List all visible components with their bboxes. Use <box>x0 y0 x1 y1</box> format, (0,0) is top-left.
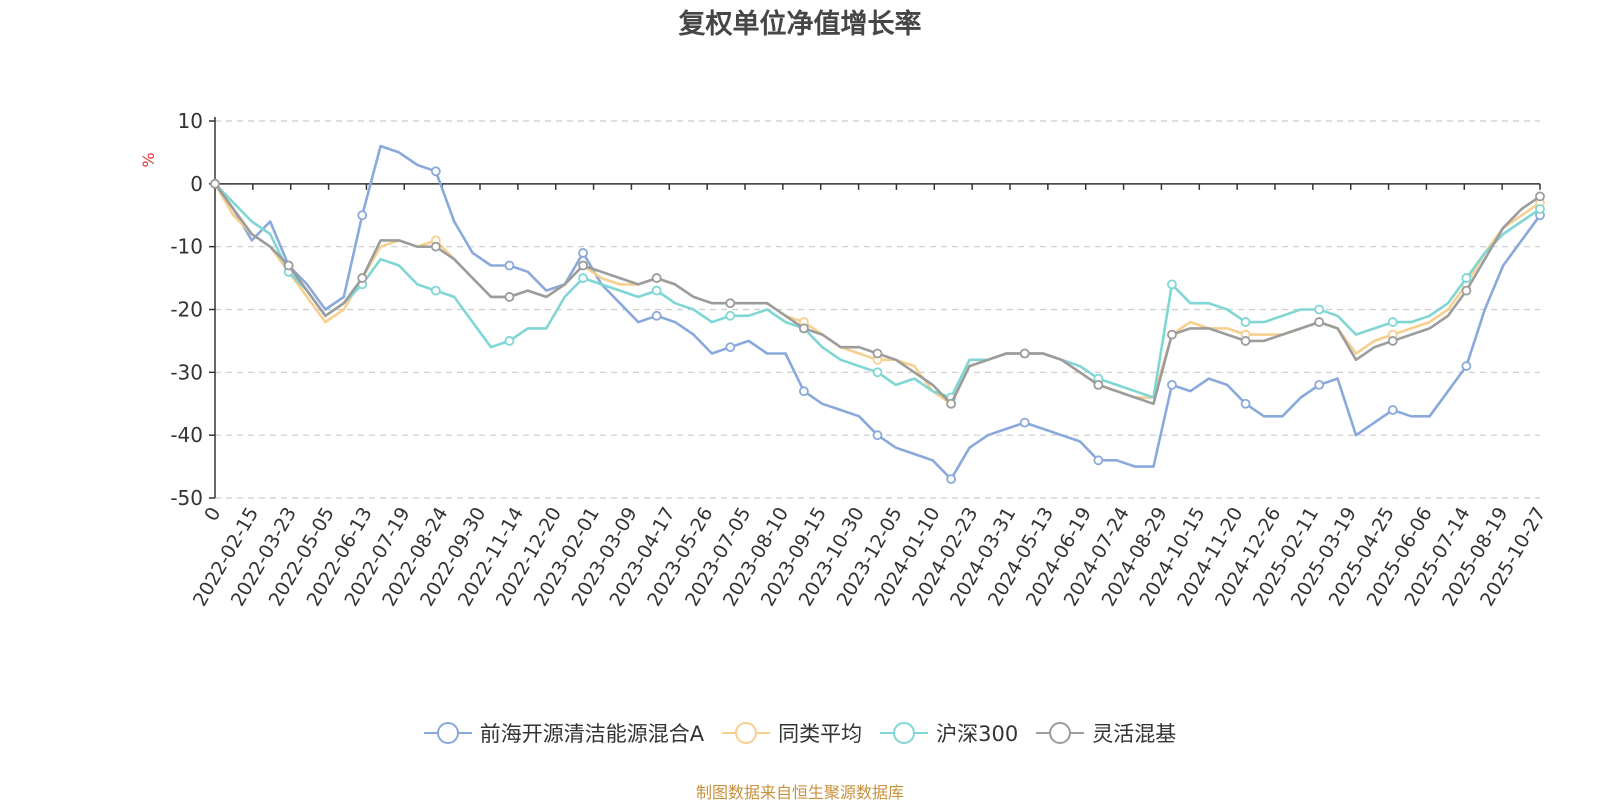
series-0-point-68[interactable] <box>1461 361 1472 371</box>
axis-layer: 100-10-20-30-40-5002022-02-152022-03-232… <box>170 109 1550 610</box>
series-2-point-56[interactable] <box>1240 317 1251 327</box>
series-2-point-28[interactable] <box>725 310 736 321</box>
series-0-point-36[interactable] <box>872 430 883 441</box>
y-axis-unit: % <box>139 152 158 167</box>
legend-item-3[interactable]: 灵活混基 <box>1036 718 1176 748</box>
series-2-point-60[interactable] <box>1314 304 1325 315</box>
series-0-point-16[interactable] <box>504 260 515 271</box>
series-0-point-32[interactable] <box>798 386 809 397</box>
series-3-point-68[interactable] <box>1461 285 1472 296</box>
series-2-point-12[interactable] <box>430 285 441 296</box>
series-2-point-68[interactable] <box>1461 273 1472 283</box>
series-3-point-40[interactable] <box>946 398 957 409</box>
series-0-point-48[interactable] <box>1093 455 1104 466</box>
series-3-point-32[interactable] <box>798 323 809 334</box>
series-2-point-20[interactable] <box>578 273 588 283</box>
series-2-point-72[interactable] <box>1535 204 1545 214</box>
legend-item-2[interactable]: 沪深300 <box>880 718 1018 748</box>
series-3-point-0[interactable] <box>210 178 220 189</box>
series-0-point-52[interactable] <box>1167 379 1177 390</box>
series-3-point-16[interactable] <box>504 292 515 302</box>
series-3-point-8[interactable] <box>357 273 368 283</box>
series-0-point-12[interactable] <box>430 166 441 177</box>
legend-swatch-3 <box>1036 722 1085 744</box>
legend-label-2: 沪深300 <box>936 722 1019 746</box>
series-3-point-24[interactable] <box>651 273 662 283</box>
series-2-point-24[interactable] <box>651 285 662 296</box>
legend-swatch-2 <box>880 722 929 744</box>
series-0-point-60[interactable] <box>1314 379 1325 390</box>
legend-item-0[interactable]: 前海开源清洁能源混合A <box>423 718 705 748</box>
legend-label-0: 前海开源清洁能源混合A <box>479 722 705 746</box>
legend-swatch-1 <box>722 722 771 744</box>
legend-label-3: 灵活混基 <box>1092 722 1177 746</box>
legend: 前海开源清洁能源混合A 同类平均 沪深300 灵活混基 <box>0 718 1600 748</box>
y-tick-label-3: -20 <box>170 298 203 322</box>
series-3-point-44[interactable] <box>1019 348 1030 359</box>
series-2-point-64[interactable] <box>1387 317 1398 327</box>
grid-layer <box>215 120 1540 499</box>
series-3-point-48[interactable] <box>1093 379 1104 390</box>
series-0-point-64[interactable] <box>1387 405 1398 415</box>
chart-title: 复权单位净值增长率 <box>678 9 922 40</box>
series-3-point-4[interactable] <box>283 260 294 271</box>
series-0-point-8[interactable] <box>357 210 368 221</box>
series-0-point-44[interactable] <box>1019 417 1030 428</box>
series-3-point-12[interactable] <box>430 241 441 252</box>
series-2-point-36[interactable] <box>872 367 883 378</box>
series-2-point-52[interactable] <box>1167 279 1177 290</box>
series-3-point-20[interactable] <box>578 260 588 271</box>
series-layer <box>210 144 1545 485</box>
y-tick-label-6: -50 <box>170 486 203 510</box>
series-2-point-16[interactable] <box>504 336 515 346</box>
series-3-point-52[interactable] <box>1167 329 1177 340</box>
series-line-0[interactable] <box>213 144 1542 481</box>
source-footer: 制图数据来自恒生聚源数据库 <box>695 783 904 802</box>
series-0-point-40[interactable] <box>946 474 957 485</box>
legend-swatch-0 <box>423 722 472 744</box>
y-tick-label-5: -40 <box>170 423 203 447</box>
series-line-2[interactable] <box>214 182 1541 399</box>
y-tick-label-1: 0 <box>190 172 203 196</box>
y-tick-label-0: 10 <box>178 109 203 133</box>
series-3-point-36[interactable] <box>872 348 883 359</box>
x-tick-label-0: 0 <box>200 504 225 525</box>
series-3-point-60[interactable] <box>1314 317 1325 327</box>
series-3-point-56[interactable] <box>1240 336 1251 346</box>
series-0-point-20[interactable] <box>578 248 588 258</box>
series-3-point-72[interactable] <box>1535 191 1545 202</box>
series-3-point-28[interactable] <box>725 298 736 309</box>
legend-item-1[interactable]: 同类平均 <box>722 718 862 748</box>
series-0-point-24[interactable] <box>651 310 662 321</box>
y-tick-label-4: -30 <box>170 360 203 384</box>
series-0-point-56[interactable] <box>1240 398 1251 409</box>
legend-label-1: 同类平均 <box>778 722 863 746</box>
y-tick-label-2: -10 <box>170 235 203 259</box>
series-0-point-28[interactable] <box>725 342 736 353</box>
series-3-point-64[interactable] <box>1387 336 1398 346</box>
